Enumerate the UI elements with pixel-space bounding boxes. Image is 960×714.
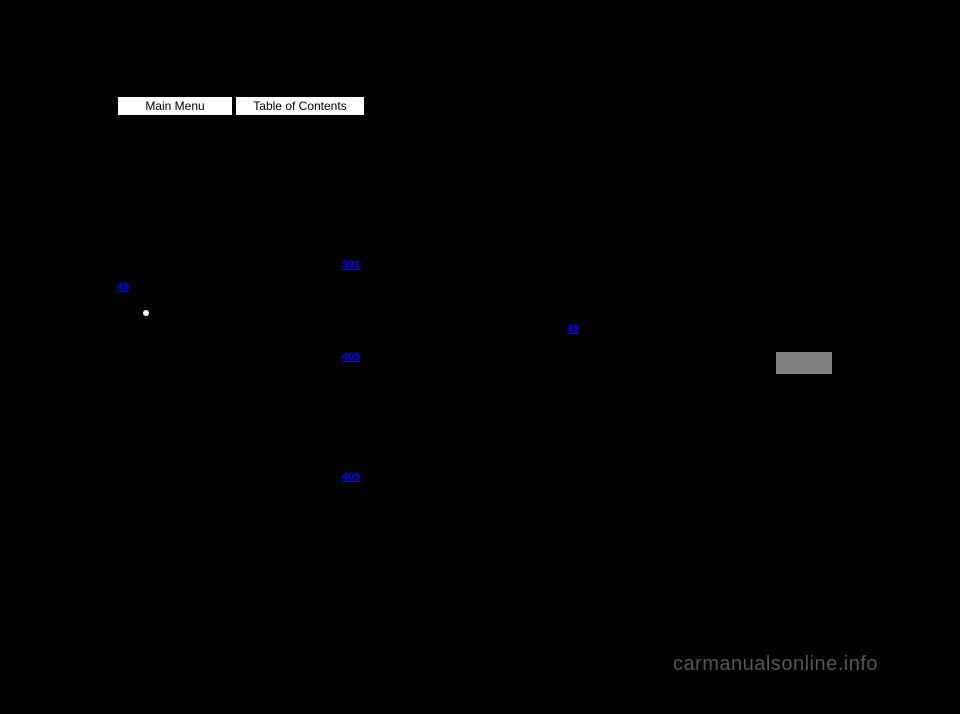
page-link-49-col1[interactable]: 49 bbox=[117, 281, 129, 293]
nav-button-group: Main Menu Table of Contents bbox=[117, 96, 365, 116]
watermark-text: carmanualsonline.info bbox=[673, 653, 878, 676]
main-menu-button[interactable]: Main Menu bbox=[117, 96, 233, 116]
page-number-badge bbox=[776, 352, 832, 374]
page-link-405b[interactable]: 405 bbox=[342, 471, 360, 483]
bullet-dot bbox=[143, 310, 149, 316]
page-link-391[interactable]: 391 bbox=[342, 259, 360, 271]
page-link-405a[interactable]: 405 bbox=[342, 351, 360, 363]
toc-button[interactable]: Table of Contents bbox=[235, 96, 365, 116]
column-1: 49 bbox=[117, 280, 327, 295]
page-link-49-col3[interactable]: 49 bbox=[567, 323, 579, 335]
